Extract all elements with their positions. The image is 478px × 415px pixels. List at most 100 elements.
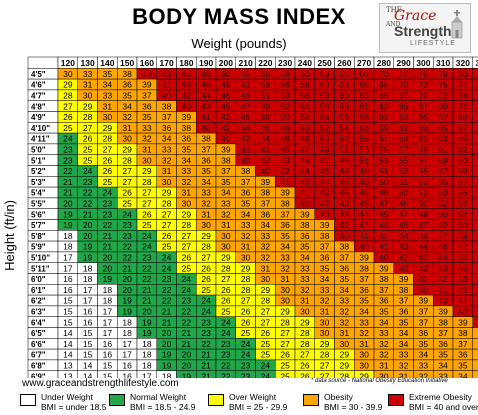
bmi-value-label: 41: [162, 80, 172, 90]
bmi-value-label: 21: [103, 242, 113, 252]
bmi-value-label: 51: [359, 155, 369, 165]
bmi-value-label: 37: [162, 112, 172, 122]
bmi-value-label: 48: [340, 166, 350, 176]
bmi-value-label: 14: [63, 339, 73, 349]
height-tick-label: 6'3": [31, 308, 46, 317]
weight-tick-label: 250: [318, 58, 332, 68]
bmi-value-label: 56: [359, 123, 369, 133]
bmi-value-label: 51: [241, 80, 251, 90]
bmi-value-label: 39: [458, 317, 468, 327]
bmi-value-label: 18: [103, 285, 113, 295]
bmi-cell: [472, 132, 478, 145]
bmi-value-label: 53: [419, 177, 429, 187]
bmi-value-label: 56: [320, 101, 330, 111]
bmi-value-label: 35: [340, 274, 350, 284]
bmi-value-label: 20: [122, 274, 132, 284]
bmi-value-label: 15: [83, 328, 93, 338]
bmi-value-label: 27: [122, 166, 132, 176]
bmi-value-label: 40: [320, 209, 330, 219]
bmi-value-label: 32: [162, 155, 172, 165]
bmi-value-label: 24: [241, 339, 251, 349]
bmi-value-label: 57: [419, 155, 429, 165]
bmi-value-label: 49: [320, 145, 330, 155]
website-url[interactable]: www.graceandstrengthlifestyle.com: [22, 378, 179, 389]
bmi-value-label: 31: [359, 339, 369, 349]
bmi-value-label: 35: [399, 317, 409, 327]
bmi-value-label: 27: [280, 328, 290, 338]
bmi-value-label: 48: [221, 80, 231, 90]
bmi-value-label: 15: [63, 307, 73, 317]
height-tick-label: 6'8": [31, 362, 46, 371]
bmi-value-label: 65: [419, 112, 429, 122]
bmi-value-label: 25: [280, 361, 290, 371]
bmi-value-label: 17: [103, 317, 113, 327]
bmi-value-label: 25: [122, 199, 132, 209]
bmi-value-label: 63: [419, 123, 429, 133]
bmi-value-label: 33: [103, 91, 113, 101]
bmi-value-label: 34: [399, 339, 409, 349]
bmi-value-label: 59: [379, 123, 389, 133]
bmi-value-label: 35: [379, 307, 389, 317]
bmi-value-label: 17: [63, 253, 73, 263]
bmi-cell: [472, 338, 478, 350]
bmi-value-label: 28: [142, 177, 152, 187]
bmi-value-label: 31: [83, 80, 93, 90]
bmi-value-label: 40: [261, 166, 271, 176]
bmi-value-label: 44: [300, 166, 310, 176]
bmi-value-label: 24: [221, 317, 231, 327]
bmi-value-label: 42: [280, 166, 290, 176]
bmi-value-label: 43: [438, 263, 448, 273]
legend-range: BMI = 18.5 - 24.9: [130, 402, 196, 412]
bmi-value-label: 30: [162, 177, 172, 187]
bmi-value-label: 30: [261, 274, 271, 284]
bmi-value-label: 63: [340, 80, 350, 90]
bmi-value-label: 22: [63, 166, 73, 176]
bmi-value-label: 43: [280, 155, 290, 165]
bmi-cell: [472, 273, 478, 285]
bmi-value-label: 31: [162, 166, 172, 176]
bmi-value-label: 31: [122, 123, 132, 133]
bmi-cell: [472, 68, 478, 80]
bmi-cell: [472, 305, 478, 317]
bmi-value-label: 30: [221, 231, 231, 241]
bmi-value-label: 45: [300, 155, 310, 165]
bmi-value-label: 15: [103, 361, 113, 371]
bmi-value-label: 16: [122, 371, 132, 378]
bmi-value-label: 31: [399, 371, 409, 378]
bmi-value-label: 59: [438, 155, 448, 165]
bmi-value-label: 50: [320, 134, 330, 144]
bmi-cell: [472, 316, 478, 328]
bmi-cell: [472, 284, 478, 296]
bmi-value-label: 26: [142, 209, 152, 219]
bmi-value-label: 33: [221, 199, 231, 209]
bmi-value-label: 50: [458, 220, 468, 230]
bmi-value-label: 53: [379, 155, 389, 165]
height-tick-label: 5'11": [31, 264, 50, 273]
bmi-value-label: 38: [241, 166, 251, 176]
bmi-value-label: 27: [122, 177, 132, 187]
bmi-value-label: 26: [241, 317, 251, 327]
bmi-value-label: 45: [340, 188, 350, 198]
bmi-value-label: 34: [458, 371, 468, 378]
bmi-value-label: 65: [379, 91, 389, 101]
height-tick-label: 5'8": [31, 232, 46, 241]
bmi-value-label: 34: [280, 242, 290, 252]
height-tick-label: 6'4": [31, 318, 46, 327]
weight-tick-label: 190: [199, 58, 213, 68]
bmi-value-label: 25: [221, 307, 231, 317]
height-tick-label: 5'5": [31, 200, 46, 209]
bmi-value-label: 34: [261, 220, 271, 230]
bmi-value-label: 40: [379, 253, 389, 263]
logo-text-the: THE: [386, 6, 402, 14]
bmi-value-label: 65: [438, 123, 448, 133]
bmi-value-label: 32: [182, 177, 192, 187]
weight-tick-label: 120: [61, 58, 75, 68]
bmi-value-label: 20: [83, 220, 93, 230]
legend-label: Under Weight: [41, 392, 93, 402]
bmi-value-label: 56: [340, 112, 350, 122]
bmi-value-label: 24: [182, 274, 192, 284]
bmi-value-label: 34: [182, 155, 192, 165]
bmi-value-label: 33: [142, 123, 152, 133]
bmi-value-label: 33: [359, 317, 369, 327]
bmi-value-label: 26: [280, 350, 290, 360]
